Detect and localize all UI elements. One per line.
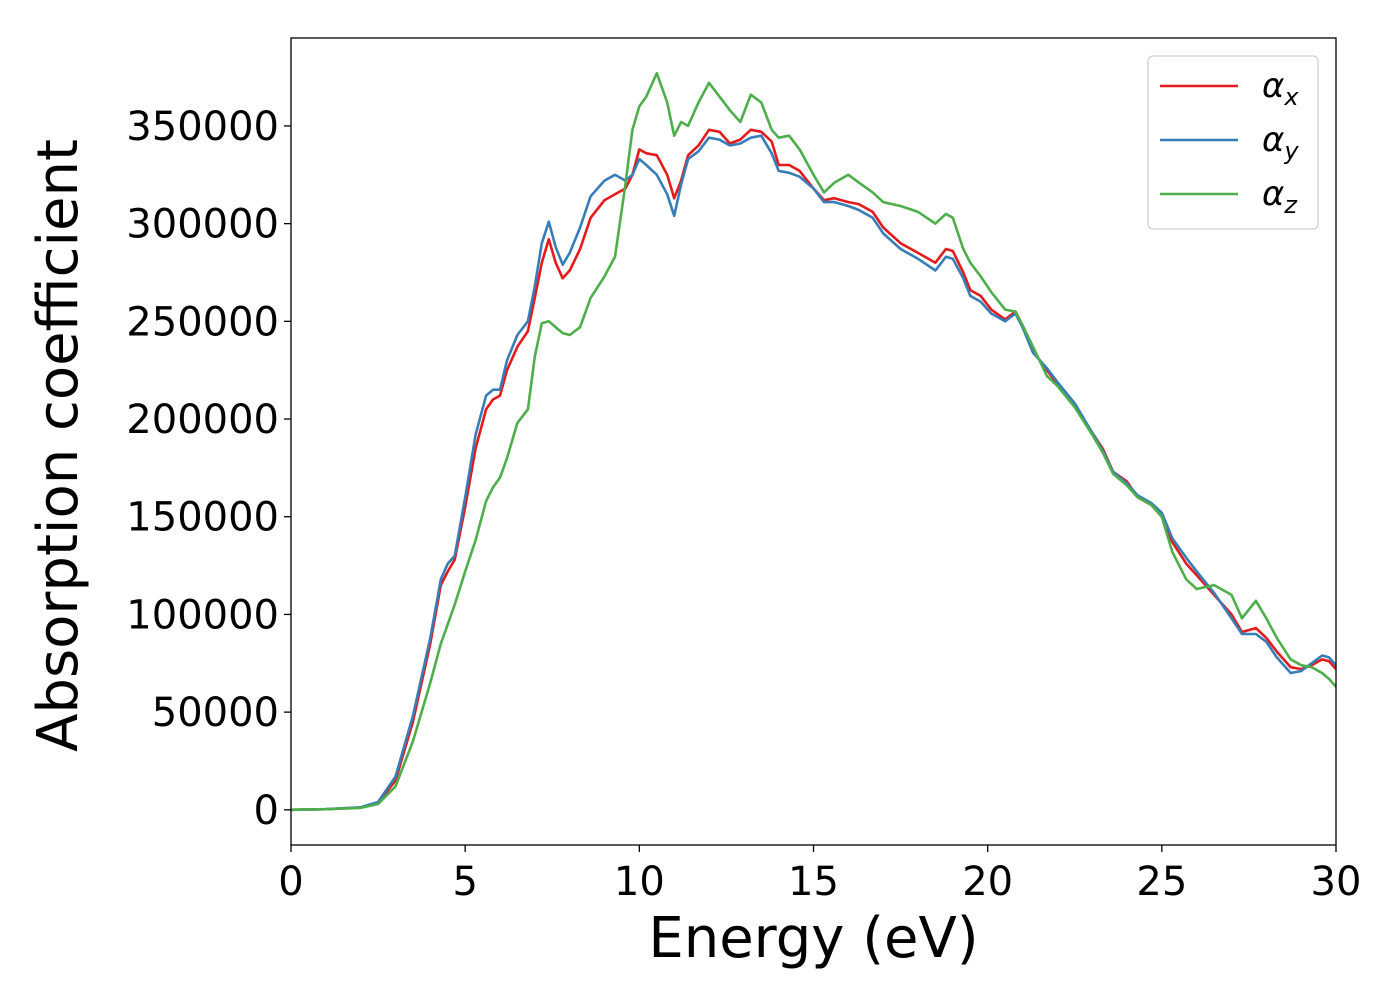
legend-symbol: α xyxy=(1262,174,1284,214)
x-tick-label: 25 xyxy=(1136,859,1187,905)
x-tick-label: 30 xyxy=(1311,859,1362,905)
y-tick-label: 350000 xyxy=(126,104,279,150)
x-tick-label: 10 xyxy=(614,859,665,905)
y-axis-label: Absorption coefficient xyxy=(26,139,91,752)
legend-label-z: αz xyxy=(1262,174,1298,219)
legend-box xyxy=(1147,55,1319,230)
y-axis-ticks: 0 50000 100000 150000 200000 250000 300000 3500… xyxy=(126,104,291,834)
series-line-z xyxy=(290,71,1337,812)
x-tick-label: 0 xyxy=(278,859,303,905)
legend-subscript: y xyxy=(1283,137,1299,165)
x-tick-label: 15 xyxy=(788,859,839,905)
y-tick-label: 150000 xyxy=(126,495,279,541)
legend-symbol: α xyxy=(1262,66,1284,106)
legend-subscript: x xyxy=(1283,83,1299,111)
y-tick-label: 250000 xyxy=(126,299,279,345)
x-axis-label: Energy (eV) xyxy=(648,906,978,971)
legend-label-x: αx xyxy=(1262,66,1299,111)
plot-frame xyxy=(290,37,1337,846)
legend-symbol: α xyxy=(1262,120,1284,160)
legend-label-y: αy xyxy=(1262,120,1299,165)
y-tick-label: 50000 xyxy=(152,690,279,736)
series-line-y xyxy=(290,134,1337,812)
x-tick-label: 20 xyxy=(962,859,1013,905)
y-tick-label: 300000 xyxy=(126,202,279,248)
legend-subscript: z xyxy=(1283,191,1298,219)
series-line-x xyxy=(290,128,1337,812)
x-tick-label: 5 xyxy=(452,859,477,905)
y-tick-label: 0 xyxy=(254,788,279,834)
y-tick-label: 100000 xyxy=(126,592,279,638)
series-group xyxy=(290,71,1337,812)
y-tick-label: 200000 xyxy=(126,397,279,443)
x-axis-ticks: 0 5 10 15 20 25 30 xyxy=(278,845,1361,905)
